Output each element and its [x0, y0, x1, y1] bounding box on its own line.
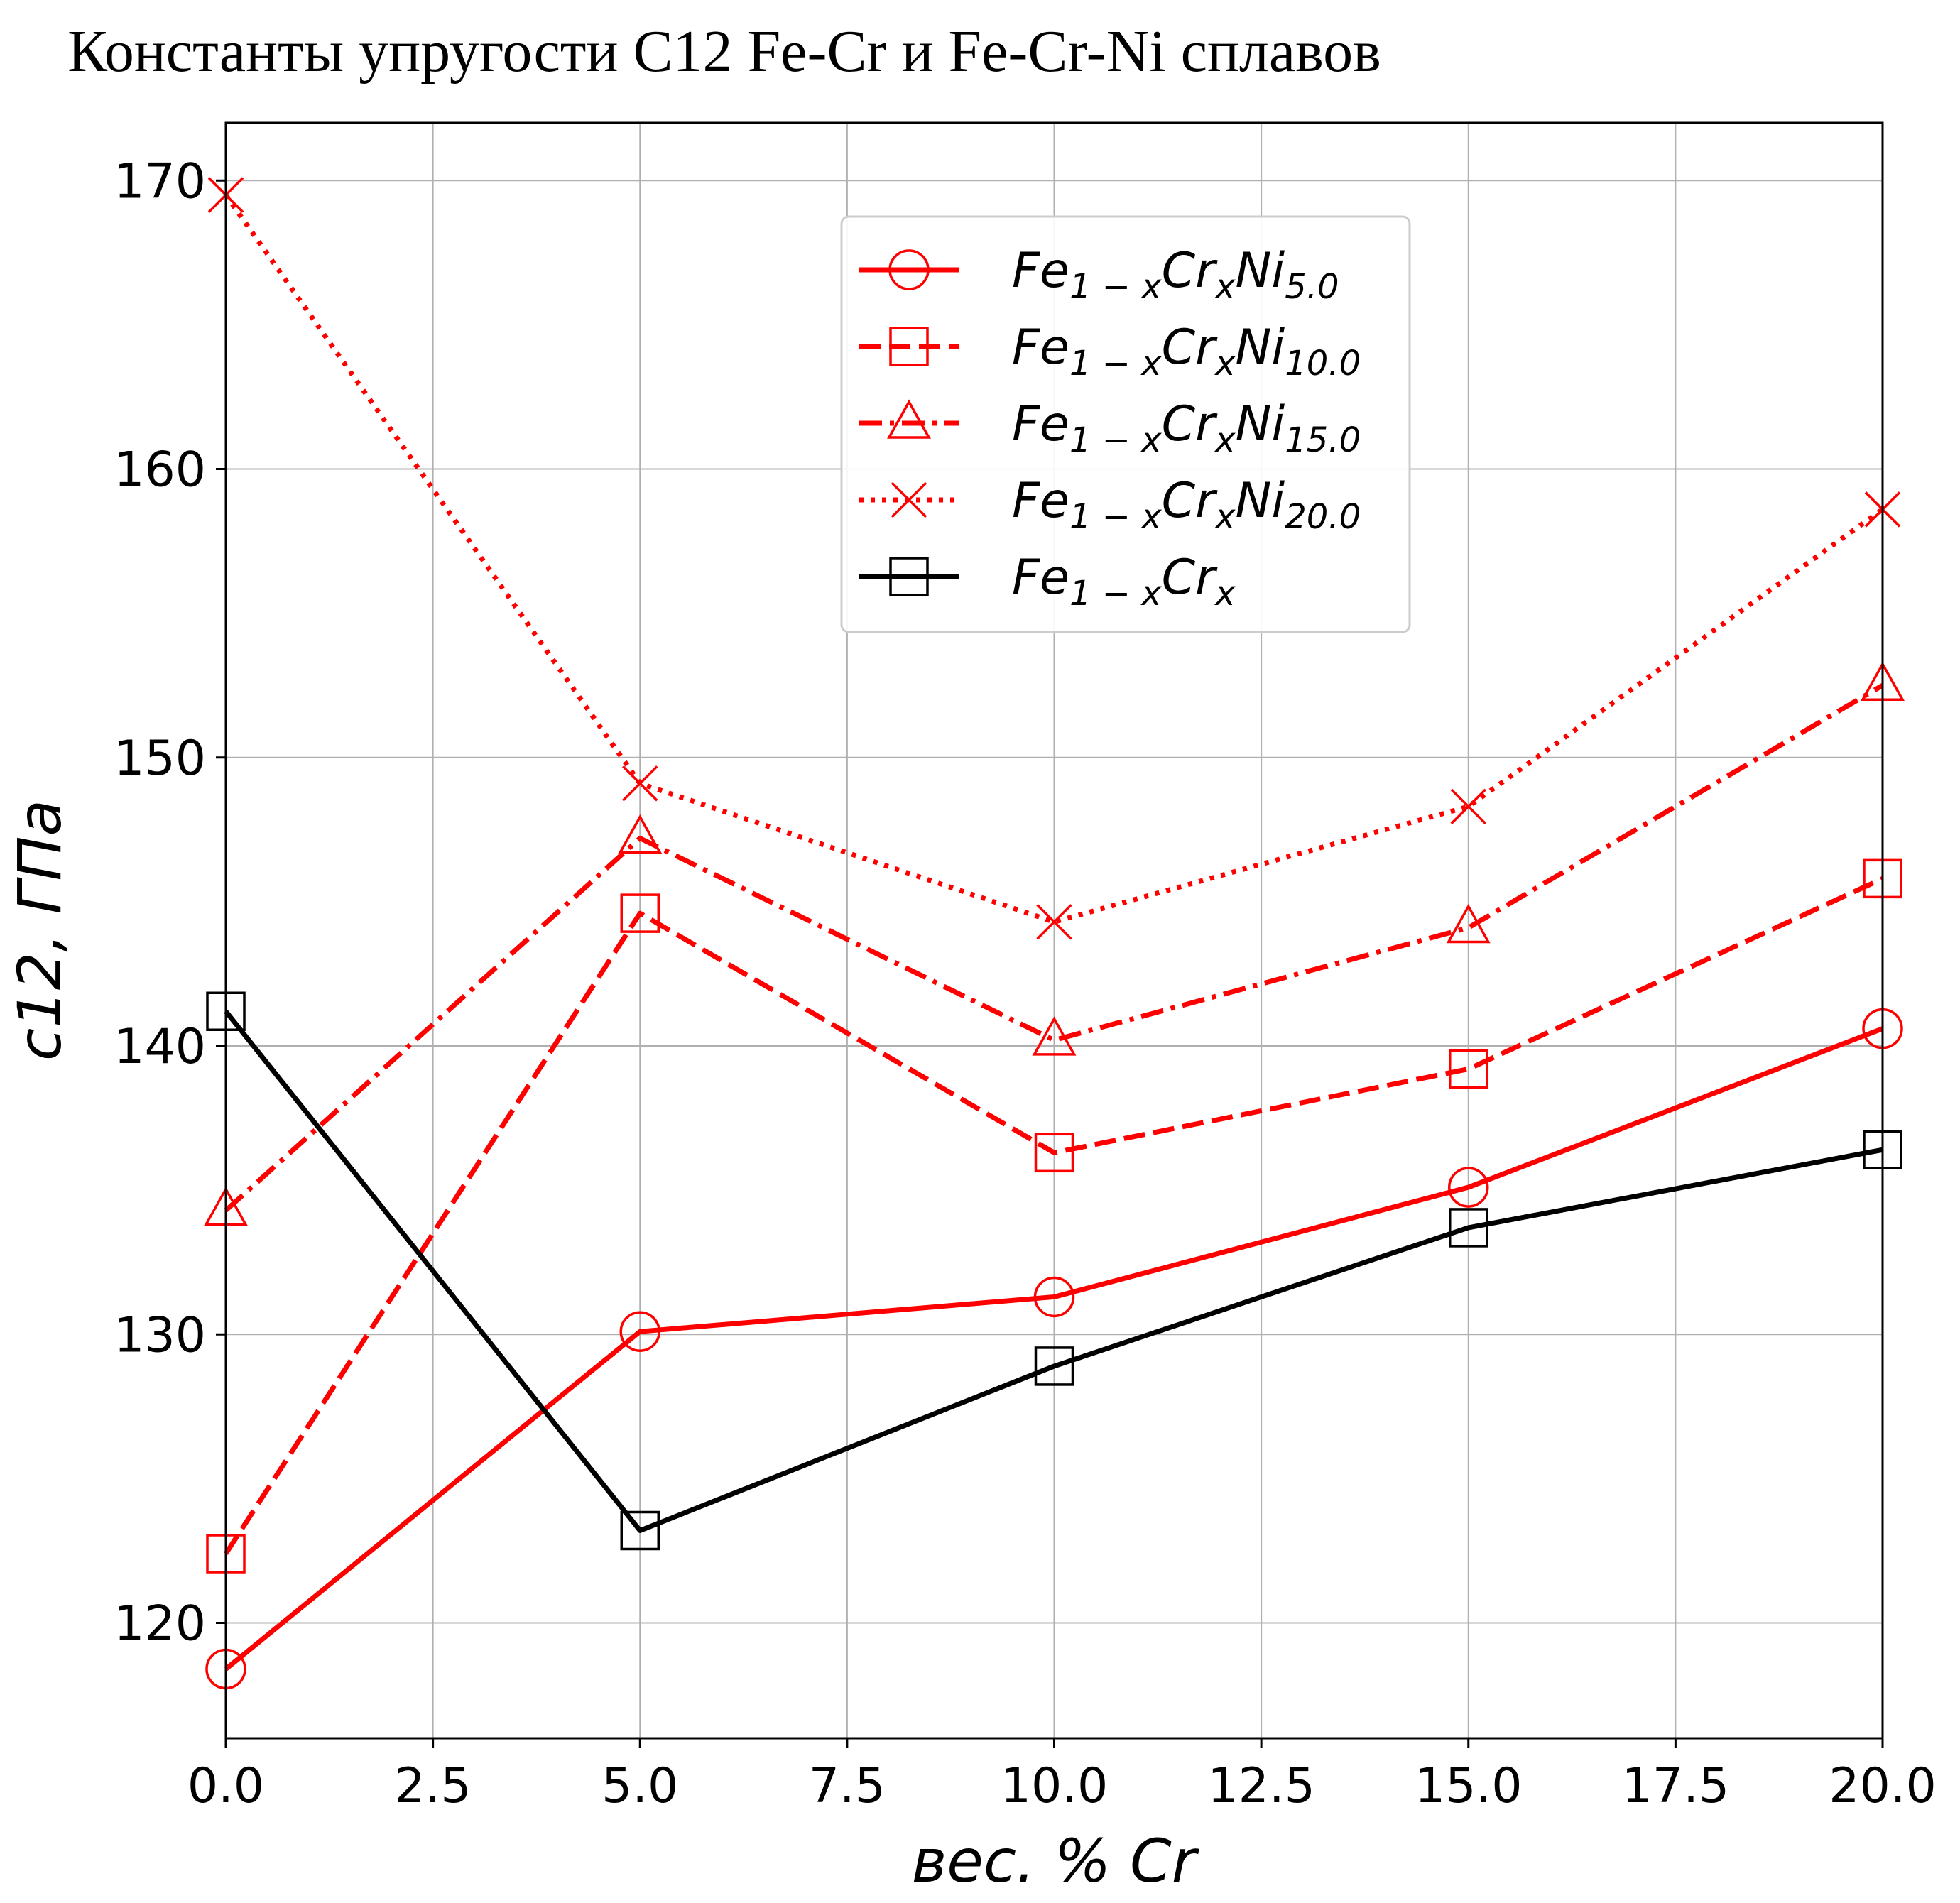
series-1 — [205, 1008, 1903, 1690]
data-point — [620, 893, 660, 933]
data-point — [622, 765, 658, 802]
data-point — [1450, 788, 1486, 825]
series-line — [224, 1026, 1884, 1672]
legend-marker — [889, 327, 929, 366]
legend-marker — [887, 399, 931, 439]
data-point — [1034, 1346, 1074, 1386]
series-layer — [204, 177, 1905, 1690]
chart-title: Константы упругости С12 Fe-Cr и Fe-Cr-Ni… — [67, 18, 1381, 84]
x-tick-label: 10.0 — [1001, 1758, 1108, 1814]
data-point — [1446, 903, 1491, 944]
y-tick-label: 170 — [114, 153, 206, 209]
legend-marker — [888, 249, 930, 290]
legend-label: Fe1 − xCrxNi10.0 — [1012, 320, 1361, 383]
y-tick-label: 150 — [114, 731, 206, 787]
data-point — [1449, 1208, 1488, 1248]
y-tick-label: 140 — [114, 1019, 206, 1075]
data-point — [1033, 1276, 1075, 1318]
x-tick-label: 2.5 — [395, 1758, 472, 1814]
y-axis-label: c12, ГПа — [5, 800, 75, 1061]
legend-marker — [889, 557, 929, 596]
data-point — [1032, 1016, 1077, 1056]
ticks: 0.0 2.5 5.0 7.5 10.0 12.5 15.0 17.5 20.0 120 130 14… — [114, 153, 1937, 1814]
legend: Fe1 − xCrxNi5.0 Fe1 − xCrxNi10.0 Fe1 − xCr… — [840, 215, 1411, 633]
data-point — [618, 814, 663, 854]
series-line — [224, 193, 1885, 925]
legend-box — [840, 215, 1411, 633]
x-axis-label: вес. % Cr — [912, 1826, 1199, 1896]
x-tick-label: 20.0 — [1829, 1758, 1936, 1814]
y-tick-label: 130 — [114, 1307, 206, 1363]
series-line — [224, 1010, 1883, 1533]
data-point — [620, 1510, 660, 1551]
x-tick-label: 0.0 — [187, 1758, 264, 1814]
x-tick-label: 5.0 — [601, 1758, 678, 1814]
legend-label: Fe1 − xCrxNi15.0 — [1012, 396, 1361, 460]
legend-label: Fe1 − xCrxNi5.0 — [1012, 243, 1339, 307]
x-tick-label: 12.5 — [1207, 1758, 1314, 1814]
y-axis-label-group: c12, ГПа — [5, 800, 75, 1061]
x-tick-label: 7.5 — [809, 1758, 886, 1814]
data-point — [1449, 1049, 1488, 1089]
data-point — [619, 1311, 660, 1352]
data-point — [1448, 1167, 1489, 1208]
legend-marker — [891, 481, 927, 518]
legend-label: Fe1 − xCrxNi20.0 — [1012, 473, 1361, 537]
series-line — [224, 876, 1884, 1555]
x-tick-label: 15.0 — [1415, 1758, 1522, 1814]
y-tick-label: 120 — [114, 1596, 206, 1652]
legend-label: Fe1 − xCrx — [1012, 550, 1236, 614]
data-point — [1034, 1133, 1074, 1173]
y-tick-label: 160 — [114, 442, 206, 498]
data-point — [1036, 904, 1072, 940]
x-tick-label: 17.5 — [1622, 1758, 1729, 1814]
